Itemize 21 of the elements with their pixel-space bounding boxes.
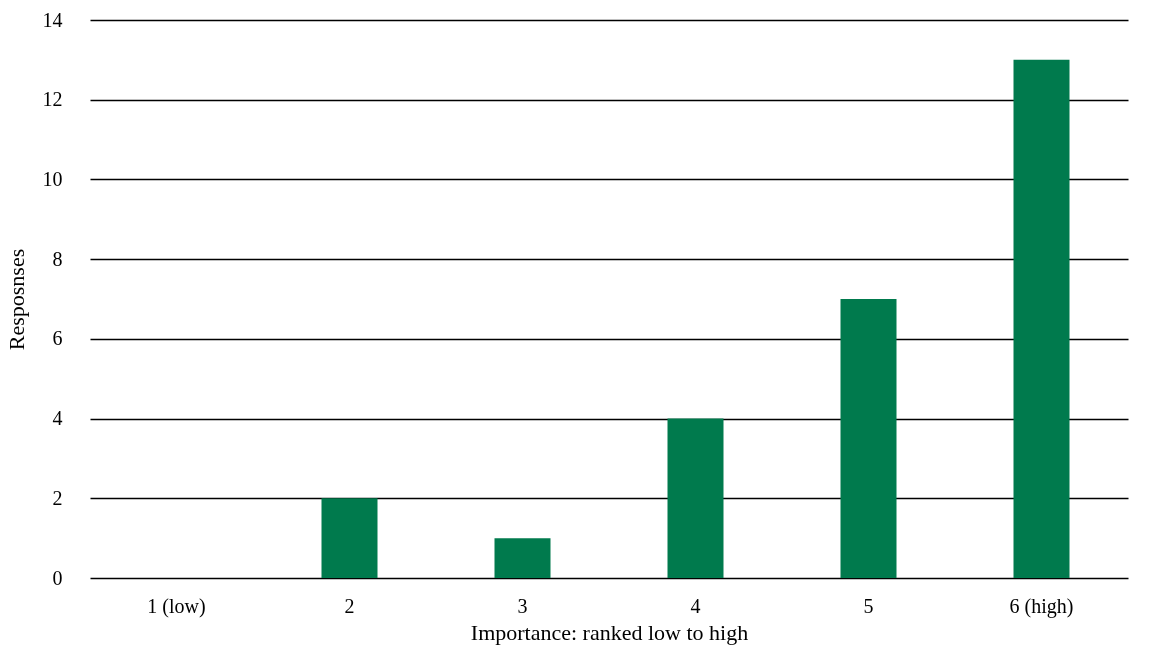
y-tick-label: 4	[52, 407, 63, 430]
bar	[667, 418, 724, 578]
x-tick-label: 4	[690, 594, 701, 617]
x-tick-label: 6 (high)	[1009, 594, 1074, 618]
bar	[494, 538, 551, 578]
bar	[840, 299, 897, 578]
bar	[1013, 59, 1070, 578]
x-axis-title: Importance: ranked low to high	[470, 619, 749, 645]
x-tick-label: 5	[863, 594, 874, 617]
y-tick-label: 0	[52, 566, 63, 589]
x-tick-label: 2	[344, 594, 355, 617]
y-axis-title: Resposnses	[3, 248, 29, 351]
y-tick-label: 2	[52, 486, 63, 509]
bar	[321, 498, 378, 578]
y-tick-label: 12	[42, 88, 63, 111]
y-tick-label: 6	[52, 327, 63, 350]
y-tick-label: 10	[42, 167, 63, 190]
y-tick-label: 14	[42, 8, 63, 31]
y-tick-label: 8	[52, 247, 63, 270]
x-tick-label: 3	[517, 594, 528, 617]
x-tick-label: 1 (low)	[147, 594, 206, 618]
